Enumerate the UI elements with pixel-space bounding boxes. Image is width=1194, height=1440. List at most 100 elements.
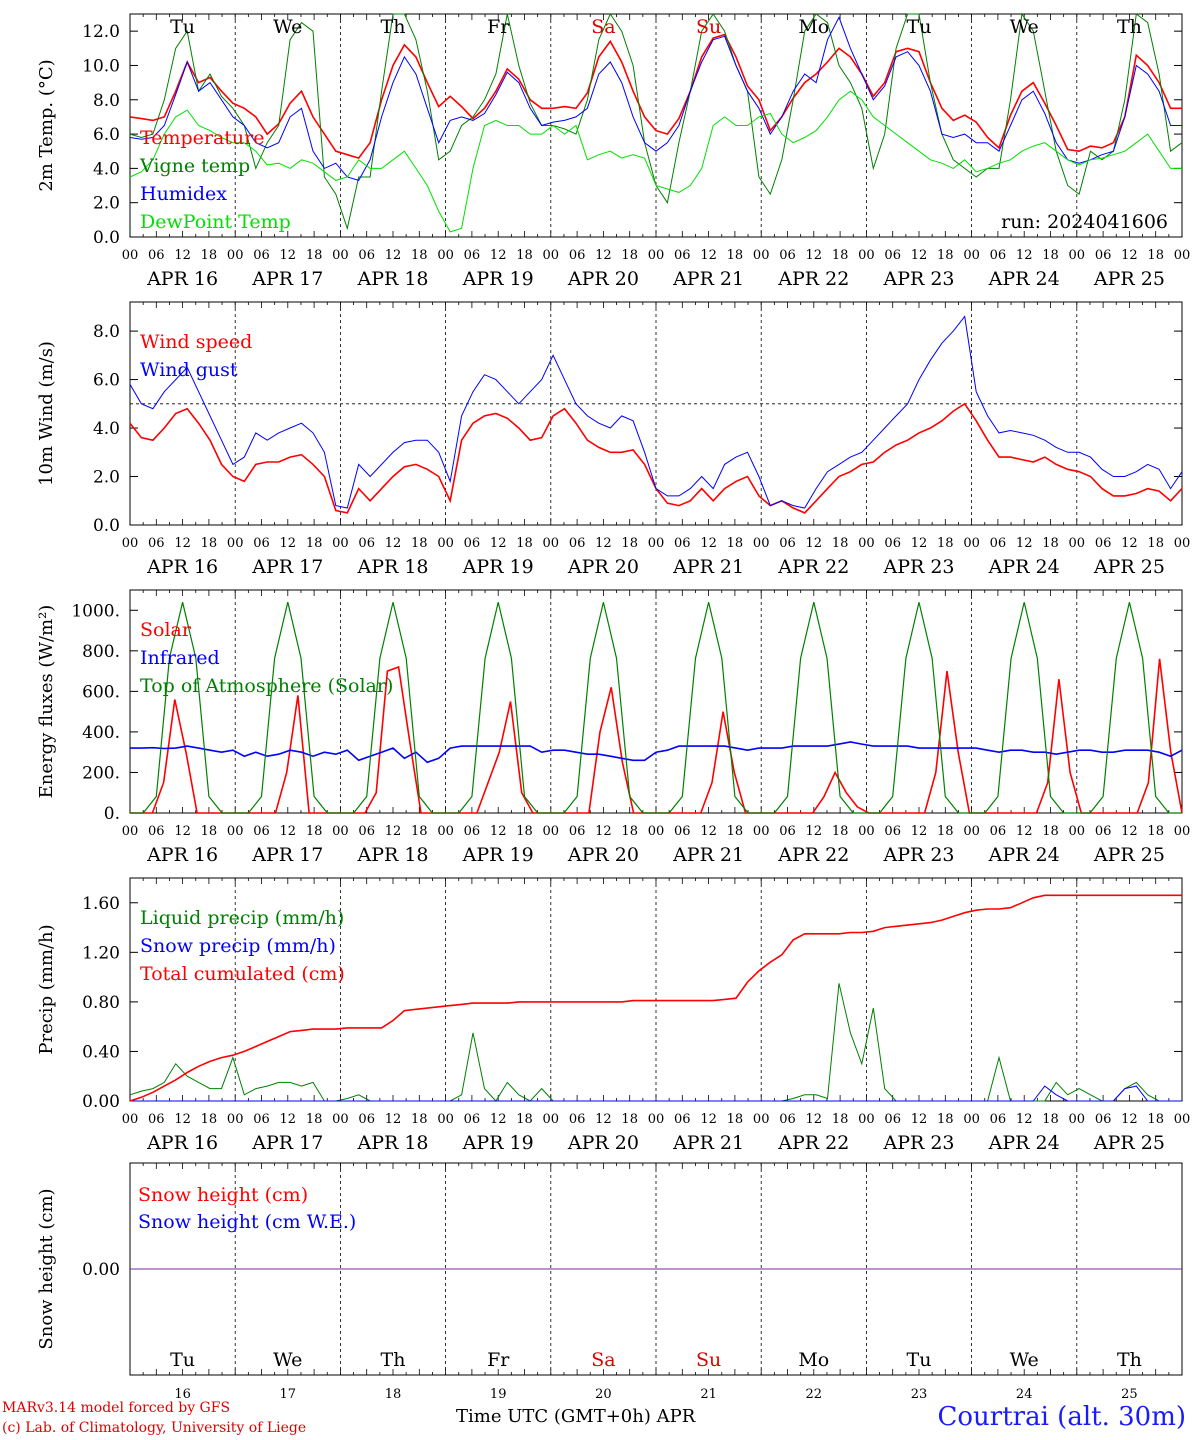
hour-tick-label: 12 bbox=[385, 1112, 402, 1127]
day-label: APR 22 bbox=[777, 268, 849, 290]
y-axis-label: 2m Temp. (°C) bbox=[36, 59, 57, 191]
y-tick-label: 0.40 bbox=[82, 1042, 120, 1062]
hour-tick-label: 18 bbox=[201, 1112, 218, 1127]
hour-tick-label: 18 bbox=[411, 1112, 428, 1127]
weekday-label-top: Th bbox=[1117, 16, 1142, 38]
hour-tick-label: 00 bbox=[858, 1112, 875, 1127]
day-label: APR 21 bbox=[672, 1132, 744, 1154]
y-tick-label: 400. bbox=[82, 723, 120, 743]
weekday-label-top: Tu bbox=[907, 16, 932, 38]
hour-tick-label: 18 bbox=[832, 248, 849, 263]
y-tick-label: 2.0 bbox=[93, 194, 120, 214]
hour-tick-label: 00 bbox=[437, 1112, 454, 1127]
hour-tick-label: 12 bbox=[174, 536, 191, 551]
day-label: APR 22 bbox=[777, 556, 849, 578]
day-label: APR 18 bbox=[356, 556, 428, 578]
hour-tick-label: 18 bbox=[832, 1112, 849, 1127]
hour-tick-label: 06 bbox=[358, 248, 375, 263]
hour-tick-label: 18 bbox=[621, 248, 638, 263]
hour-tick-label: 00 bbox=[122, 536, 139, 551]
weekday-label-bottom: We bbox=[1010, 1349, 1039, 1371]
day-label: APR 17 bbox=[251, 556, 323, 578]
hour-tick-label: 00 bbox=[543, 1112, 560, 1127]
day-label: APR 17 bbox=[251, 268, 323, 290]
y-tick-label: 600. bbox=[82, 682, 120, 702]
weekday-label-bottom: Th bbox=[1117, 1349, 1142, 1371]
hour-tick-label: 18 bbox=[727, 824, 744, 839]
hour-tick-label: 12 bbox=[911, 536, 928, 551]
hour-tick-label: 12 bbox=[280, 536, 297, 551]
hour-tick-label: 06 bbox=[990, 248, 1007, 263]
day-label: APR 19 bbox=[462, 268, 534, 290]
weekday-label-top: Fr bbox=[487, 16, 510, 38]
hour-tick-label: 06 bbox=[253, 536, 270, 551]
y-tick-label: 1.20 bbox=[82, 943, 120, 963]
hour-tick-label: 06 bbox=[779, 824, 796, 839]
series-line bbox=[129, 90, 1182, 233]
day-label: APR 20 bbox=[567, 844, 639, 866]
hour-tick-label: 06 bbox=[358, 824, 375, 839]
hour-tick-label: 06 bbox=[884, 536, 901, 551]
hour-tick-label: 18 bbox=[727, 248, 744, 263]
legend-entry: Vigne temp bbox=[139, 155, 250, 177]
hour-tick-label: 06 bbox=[148, 248, 165, 263]
hour-tick-label: 18 bbox=[411, 248, 428, 263]
day-label: APR 19 bbox=[462, 844, 534, 866]
hour-tick-label: 12 bbox=[595, 1112, 612, 1127]
y-tick-label: 1000. bbox=[71, 601, 120, 621]
hour-tick-label: 00 bbox=[332, 248, 349, 263]
legend-entry: Solar bbox=[140, 619, 192, 641]
day-label: APR 18 bbox=[356, 1132, 428, 1154]
hour-tick-label: 06 bbox=[464, 248, 481, 263]
hour-tick-label: 00 bbox=[963, 248, 980, 263]
hour-tick-label: 12 bbox=[1121, 824, 1138, 839]
day-label: APR 25 bbox=[1093, 268, 1165, 290]
hour-tick-label: 06 bbox=[253, 1112, 270, 1127]
weekday-label-top: Mo bbox=[798, 16, 829, 38]
y-tick-label: 0.0 bbox=[93, 228, 120, 248]
hour-tick-label: 00 bbox=[753, 248, 770, 263]
hour-tick-label: 00 bbox=[1174, 824, 1191, 839]
hour-tick-label: 00 bbox=[1069, 248, 1086, 263]
hour-tick-label: 00 bbox=[963, 1112, 980, 1127]
day-label: APR 24 bbox=[988, 556, 1060, 578]
y-tick-label: 0.0 bbox=[93, 516, 120, 536]
hour-tick-label: 12 bbox=[806, 824, 823, 839]
hour-tick-label: 00 bbox=[122, 1112, 139, 1127]
hour-tick-label: 06 bbox=[674, 536, 691, 551]
hour-tick-label: 00 bbox=[648, 536, 665, 551]
hour-tick-label: 12 bbox=[700, 1112, 717, 1127]
legend-entry: Liquid precip (mm/h) bbox=[140, 907, 344, 929]
y-tick-label: 800. bbox=[82, 642, 120, 662]
hour-tick-label: 12 bbox=[174, 248, 191, 263]
hour-tick-label: 12 bbox=[1016, 536, 1033, 551]
hour-tick-label: 06 bbox=[884, 248, 901, 263]
hour-tick-label: 12 bbox=[806, 536, 823, 551]
day-label: APR 16 bbox=[146, 1132, 218, 1154]
hour-tick-label: 06 bbox=[990, 1112, 1007, 1127]
hour-tick-label: 00 bbox=[437, 248, 454, 263]
hour-tick-label: 12 bbox=[280, 824, 297, 839]
day-number-label: 19 bbox=[490, 1387, 507, 1402]
weekday-label-top: Su bbox=[696, 16, 721, 38]
weekday-label-bottom: We bbox=[273, 1349, 302, 1371]
hour-tick-label: 18 bbox=[516, 1112, 533, 1127]
hour-tick-label: 06 bbox=[569, 824, 586, 839]
series-line bbox=[129, 33, 1182, 160]
hour-tick-label: 06 bbox=[884, 824, 901, 839]
hour-tick-label: 18 bbox=[201, 824, 218, 839]
series-line bbox=[129, 894, 1182, 1102]
day-label: APR 22 bbox=[777, 844, 849, 866]
hour-tick-label: 06 bbox=[1095, 536, 1112, 551]
hour-tick-label: 00 bbox=[332, 536, 349, 551]
day-label: APR 25 bbox=[1093, 1132, 1165, 1154]
day-label: APR 19 bbox=[462, 1132, 534, 1154]
hour-tick-label: 00 bbox=[1069, 536, 1086, 551]
y-tick-label: 4.0 bbox=[93, 419, 120, 439]
y-axis-label: Precip (mm/h) bbox=[36, 924, 57, 1054]
hour-tick-label: 12 bbox=[280, 1112, 297, 1127]
y-axis-label: 10m Wind (m/s) bbox=[36, 341, 57, 486]
weekday-label-top: Sa bbox=[591, 16, 615, 38]
weekday-label-top: We bbox=[1010, 16, 1039, 38]
hour-tick-label: 18 bbox=[937, 1112, 954, 1127]
